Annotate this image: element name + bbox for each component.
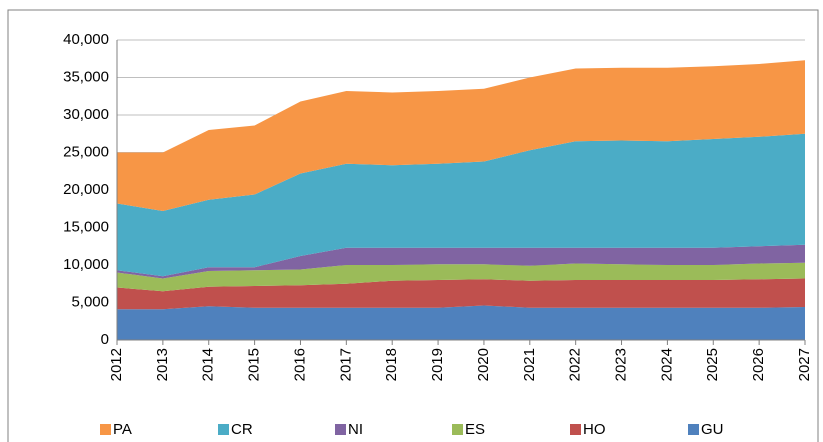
area <box>117 60 805 211</box>
y-tick-label: 30,000 <box>63 106 109 123</box>
y-tick-label: 15,000 <box>63 218 109 235</box>
x-tick-label: 2026 <box>750 348 767 381</box>
area <box>117 305 805 340</box>
x-tick-label: 2015 <box>246 348 263 381</box>
legend-label: CR <box>231 421 253 438</box>
chart-frame <box>7 9 819 442</box>
legend-label: PA <box>113 421 132 438</box>
y-tick-label: 20,000 <box>63 181 109 198</box>
legend-swatch <box>100 424 111 435</box>
legend-swatch <box>688 424 699 435</box>
legend-swatch <box>335 424 346 435</box>
x-tick-label: 2019 <box>429 348 446 381</box>
x-tick-label: 2017 <box>337 348 354 381</box>
area <box>117 262 805 292</box>
legend-label: ES <box>465 421 485 438</box>
x-tick-label: 2016 <box>291 348 308 381</box>
legend-swatch <box>452 424 463 435</box>
y-tick-label: 35,000 <box>63 68 109 85</box>
x-tick-label: 2027 <box>796 348 813 381</box>
legend-label: GU <box>701 421 724 438</box>
legend-swatch <box>570 424 581 435</box>
x-tick-label: 2012 <box>108 348 125 381</box>
x-tick-label: 2021 <box>521 348 538 381</box>
y-tick-label: 40,000 <box>63 31 109 48</box>
area <box>117 278 805 310</box>
x-tick-label: 2020 <box>475 348 492 381</box>
y-tick-label: 25,000 <box>63 143 109 160</box>
legend-swatch <box>218 424 229 435</box>
x-tick-label: 2022 <box>567 348 584 381</box>
area <box>117 133 805 277</box>
y-tick-label: 5,000 <box>71 293 109 310</box>
x-tick-label: 2014 <box>200 348 217 381</box>
y-tick-label: 0 <box>101 331 109 348</box>
legend-label: NI <box>348 421 363 438</box>
x-tick-label: 2013 <box>154 348 171 381</box>
x-tick-label: 2025 <box>704 348 721 381</box>
x-tick-label: 2024 <box>658 348 675 381</box>
x-tick-label: 2023 <box>613 348 630 381</box>
y-tick-label: 10,000 <box>63 256 109 273</box>
x-tick-label: 2018 <box>383 348 400 381</box>
legend-label: HO <box>583 421 606 438</box>
area <box>117 244 805 279</box>
